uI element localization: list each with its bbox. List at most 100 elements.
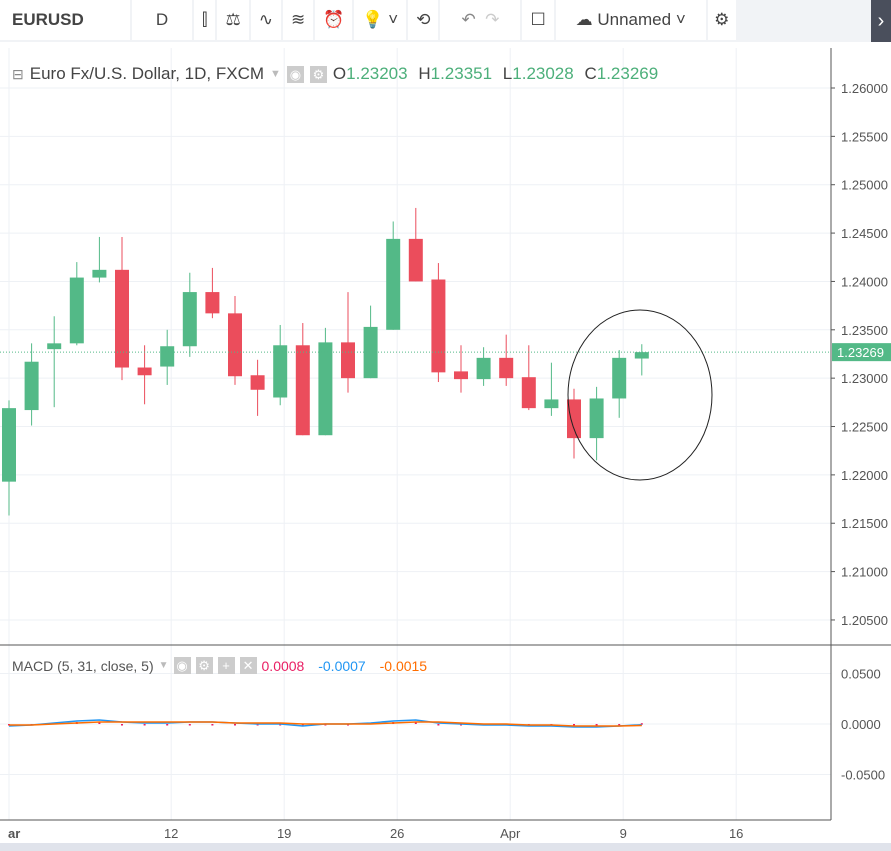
last-price-label: 1.23269 [837,345,884,360]
price-tick-label: 1.20500 [841,613,888,628]
close-label: C [584,64,597,83]
candle-body [295,345,310,436]
time-tick-label: 19 [277,826,291,841]
high-label: H [418,64,431,83]
low-value: 1.23028 [512,64,574,83]
ideas-icon[interactable]: 💡 ˅ [354,0,407,40]
candle-body [499,357,514,379]
macd-histogram-bar [211,724,214,726]
top-toolbar: EURUSD D ⫿ ⚖ ∿ ≋ ⏰ 💡 ˅ ⟲ ↶ ↷ ☐ ☁ Unnamed… [0,0,891,42]
expand-panel-button[interactable]: › [871,0,891,42]
macd-histogram-bar [143,724,146,726]
candle-body [567,399,581,439]
candle-body [2,408,16,482]
macd-legend: MACD (5, 31, close, 5) ▼ ◉ ⚙ + ✕ 0.0008 -0.0… [12,657,428,674]
candle-body [476,357,491,380]
gear-icon[interactable]: ⚙ [309,65,327,83]
macd-tick-label: 0.0500 [841,667,881,682]
candle-body [386,238,401,330]
series-title[interactable]: Euro Fx/U.S. Dollar, 1D, FXCM [29,64,265,83]
eye-icon[interactable]: ◉ [286,65,304,83]
macd-histogram-bar [98,721,101,724]
candle-body [612,357,627,399]
macd-histogram-bar [618,724,621,726]
candle-body [137,367,152,376]
collapse-icon[interactable]: ⊟ [12,65,24,82]
close-icon[interactable]: ✕ [239,657,257,674]
time-tick-label: ar [8,826,20,841]
candle-body [431,279,446,373]
price-tick-label: 1.22500 [841,420,888,435]
replay-icon[interactable]: ⟲ [408,0,439,40]
macd-title[interactable]: MACD (5, 31, close, 5) [12,657,154,674]
time-tick-label: 26 [390,826,404,841]
candle-body [205,292,220,314]
time-tick-label: 12 [164,826,178,841]
candle-body [92,269,107,278]
chart-canvas[interactable]: 1.26000 1.25500 1.25000 1.24500 1.24000 1.235… [0,48,891,851]
close-value: 1.23269 [596,64,659,83]
price-tick-label: 1.24000 [841,274,888,289]
fullscreen-icon[interactable]: ☐ [522,0,554,40]
price-tick-label: 1.26000 [841,81,888,96]
macd-histogram-bar [301,724,304,727]
templates-icon[interactable]: ≋ [282,0,314,40]
high-value: 1.23351 [430,64,493,83]
open-value: 1.23203 [346,64,408,83]
redo-icon[interactable]: ↷ [485,10,500,29]
macd-histogram-bar [414,721,417,724]
candle-body [318,342,333,436]
candle-body [47,343,62,350]
indicators-icon[interactable]: ∿ [250,0,281,40]
price-tick-label: 1.23500 [841,323,888,338]
open-label: O [332,64,347,83]
candles-icon[interactable]: ⫿ [194,0,216,40]
candle-body [273,345,288,398]
candle-body [634,352,649,359]
candle-body [521,377,536,409]
last-price-badge [832,343,891,362]
macd-histogram-bar [121,724,123,726]
undo-icon[interactable]: ↶ [461,10,476,29]
ellipse-drawing [567,309,713,481]
eye-icon[interactable]: ◉ [173,657,191,674]
time-tick-label: Apr [500,826,521,841]
macd-tick-label: -0.0500 [841,768,885,783]
macd-value: -0.0007 [318,657,366,674]
compare-icon[interactable]: ⚖ [217,0,249,40]
candle-body [182,292,197,347]
macd-tick-label: 0.0000 [841,717,881,732]
candle-body [589,398,604,439]
layout-button[interactable]: ☁ Unnamed ˅ [555,0,706,40]
price-tick-label: 1.21000 [841,565,888,580]
macd-histogram-bar [166,724,169,726]
symbol-search-button[interactable]: EURUSD [0,0,130,40]
signal-line [9,721,642,727]
candle-body [69,277,84,344]
horizontal-scrollbar[interactable] [0,843,891,851]
price-tick-label: 1.25000 [841,178,888,193]
time-tick-label: 16 [729,826,743,841]
interval-button[interactable]: D [132,0,192,40]
cloud-icon: ☁ [575,10,598,29]
candle-body [454,371,468,380]
candle-body [228,313,242,377]
candle-body [115,269,129,368]
macd-histogram-bar [640,723,643,725]
macd-histogram-bar [573,724,575,726]
low-label: L [502,64,513,83]
time-tick-label: 9 [620,826,627,841]
main-legend: ⊟ Euro Fx/U.S. Dollar, 1D, FXCM ▼ ◉ ⚙ O1.2… [12,64,659,83]
gear-icon[interactable]: ⚙ [707,0,736,40]
candle-body [408,238,423,282]
macd-histogram-bar [595,724,598,726]
price-tick-label: 1.25500 [841,129,888,144]
candle-body [160,346,175,367]
gear-icon[interactable]: ⚙ [195,657,213,674]
undo-redo-group: ↶ ↷ [440,0,521,40]
price-tick-label: 1.21500 [841,516,888,531]
alert-icon[interactable]: ⏰ [315,0,353,40]
candle-body [341,342,355,379]
plus-icon[interactable]: + [217,657,235,674]
macd-histogram-bar [188,724,191,726]
